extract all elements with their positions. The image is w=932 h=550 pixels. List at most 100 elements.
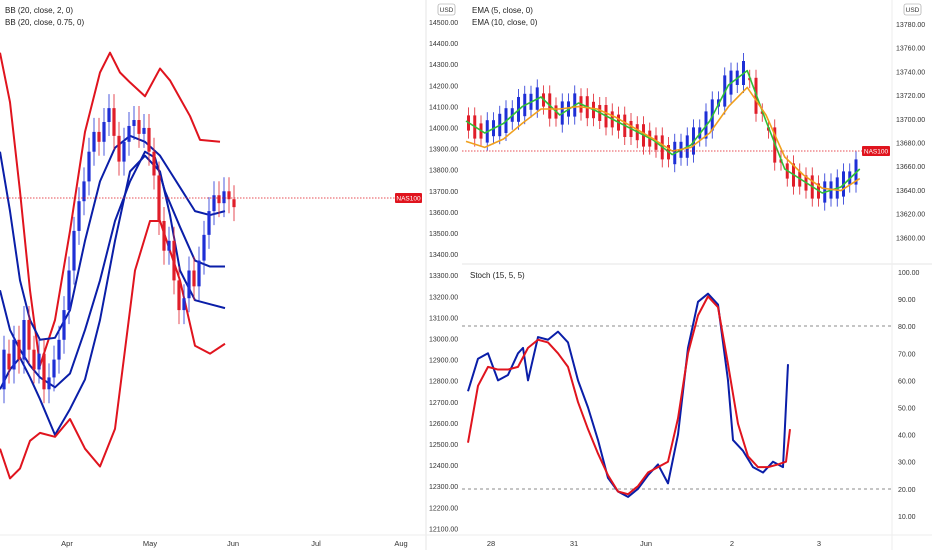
left-x-axis: Apr May Jun Jul Aug: [61, 539, 408, 548]
left-candle-body-23: [117, 135, 121, 162]
stoch-line-1: [467, 295, 791, 496]
right-top-y-tick-2: 13740.00: [896, 69, 925, 76]
middle-y-tick-5: 14000.00: [429, 126, 458, 133]
left-candle-body-41: [207, 211, 211, 235]
right-ema-line-0: [465, 69, 861, 194]
left-candle-body-0: [2, 349, 6, 390]
left-candle-body-36: [182, 298, 186, 311]
middle-y-tick-6: 13900.00: [429, 147, 458, 154]
middle-y-tick-10: 13500.00: [429, 231, 458, 238]
left-candle-body-13: [67, 270, 71, 311]
middle-currency-box: [437, 3, 456, 16]
left-candle-body-28: [142, 127, 146, 134]
middle-y-tick-8: 13700.00: [429, 189, 458, 196]
stoch-y-tick-8: 20.00: [898, 487, 916, 494]
right-top-candles: [467, 53, 858, 211]
left-candles: [2, 94, 236, 404]
left-chart-panel: BB (20, close, 2, 0) BB (20, close, 0.75…: [0, 6, 422, 548]
left-candle-body-25: [127, 125, 131, 142]
stoch-y-tick-4: 60.00: [898, 378, 916, 385]
left-band-1: [0, 134, 226, 341]
middle-currency-label: USD: [440, 7, 454, 14]
left-candle-body-42: [212, 195, 216, 212]
left-candle-body-40: [202, 234, 206, 261]
left-price-tag-label: NAS100: [396, 196, 421, 203]
middle-y-tick-3: 14200.00: [429, 83, 458, 90]
right-x-tick-3: 2: [730, 539, 734, 548]
middle-y-tick-0: 14500.00: [429, 20, 458, 27]
middle-y-tick-4: 14100.00: [429, 104, 458, 111]
stoch-legend: Stoch (15, 5, 5): [470, 271, 525, 280]
right-x-tick-1: 31: [570, 539, 578, 548]
left-candle-body-39: [197, 260, 201, 287]
right-top-panel: EMA (5, close, 0) EMA (10, close, 0) NAS…: [462, 3, 925, 242]
right-top-y-tick-6: 13660.00: [896, 164, 925, 171]
right-currency-box: [903, 3, 922, 16]
left-candle-body-21: [107, 108, 111, 122]
right-top-y-tick-0: 13780.00: [896, 22, 925, 29]
right-top-y-tick-5: 13680.00: [896, 141, 925, 148]
middle-y-tick-22: 12300.00: [429, 484, 458, 491]
left-candle-body-46: [232, 199, 236, 208]
right-top-y-tick-8: 13620.00: [896, 212, 925, 219]
left-x-tick-1: May: [143, 539, 157, 548]
middle-y-tick-19: 12600.00: [429, 421, 458, 428]
left-candle-body-24: [122, 141, 126, 162]
left-candle-body-27: [137, 120, 141, 134]
middle-y-tick-7: 13800.00: [429, 168, 458, 175]
left-candle-body-17: [87, 151, 91, 182]
right-x-tick-4: 3: [817, 539, 821, 548]
middle-y-tick-16: 12900.00: [429, 358, 458, 365]
middle-price-axis: USD 14500.00 14400.00 14300.00 14200.00 1410…: [429, 3, 458, 533]
left-candle-body-18: [92, 131, 96, 152]
left-candle-body-29: [147, 127, 151, 152]
left-candle-body-6: [32, 349, 36, 370]
left-candle-body-10: [52, 359, 56, 378]
left-candle-body-33: [167, 240, 171, 251]
left-candle-body-22: [112, 108, 116, 136]
middle-y-tick-18: 12700.00: [429, 400, 458, 407]
middle-y-tick-12: 13300.00: [429, 273, 458, 280]
left-candle-body-45: [227, 191, 231, 200]
stoch-y-tick-3: 70.00: [898, 351, 916, 358]
stoch-y-tick-5: 50.00: [898, 406, 916, 413]
left-candle-body-30: [152, 151, 156, 176]
right-price-tag-label: NAS100: [864, 149, 889, 156]
left-bollinger-bands: [0, 51, 226, 480]
middle-y-tick-15: 13000.00: [429, 337, 458, 344]
right-x-axis: 28 31 Jun 2 3: [487, 539, 821, 548]
stoch-y-tick-6: 40.00: [898, 433, 916, 440]
left-candle-body-11: [57, 339, 61, 360]
stoch-y-tick-0: 100.00: [898, 270, 920, 277]
left-candle-body-20: [102, 122, 106, 142]
left-band-3: [0, 154, 226, 436]
right-ema-line-1: [465, 86, 861, 192]
middle-y-tick-9: 13600.00: [429, 210, 458, 217]
middle-y-tick-17: 12800.00: [429, 379, 458, 386]
left-x-tick-0: Apr: [61, 539, 73, 548]
right-bottom-stoch-panel: Stoch (15, 5, 5) 100.00 90.00 80.00 70.00 60…: [462, 270, 920, 548]
middle-y-tick-13: 13200.00: [429, 294, 458, 301]
middle-y-tick-23: 12200.00: [429, 505, 458, 512]
right-currency-label: USD: [906, 7, 920, 14]
left-candle-body-26: [132, 120, 136, 126]
left-candle-body-43: [217, 195, 221, 204]
left-candle-body-16: [82, 181, 86, 202]
left-candle-body-4: [22, 320, 26, 360]
left-candle-body-1: [7, 353, 11, 370]
left-price-tag: [395, 193, 422, 203]
left-candle-body-9: [47, 377, 51, 390]
middle-y-tick-11: 13400.00: [429, 252, 458, 259]
left-candle-body-44: [222, 191, 226, 204]
left-candle-body-19: [97, 131, 101, 142]
middle-y-tick-20: 12500.00: [429, 442, 458, 449]
left-candle-body-15: [77, 201, 81, 231]
right-price-tag: [862, 146, 890, 156]
right-legend-line-2: EMA (10, close, 0): [472, 18, 538, 27]
middle-y-tick-24: 12100.00: [429, 526, 458, 533]
right-top-y-tick-9: 13600.00: [896, 235, 925, 242]
right-top-y-tick-3: 13720.00: [896, 93, 925, 100]
stoch-lines: [467, 292, 791, 498]
middle-y-tick-1: 14400.00: [429, 41, 458, 48]
